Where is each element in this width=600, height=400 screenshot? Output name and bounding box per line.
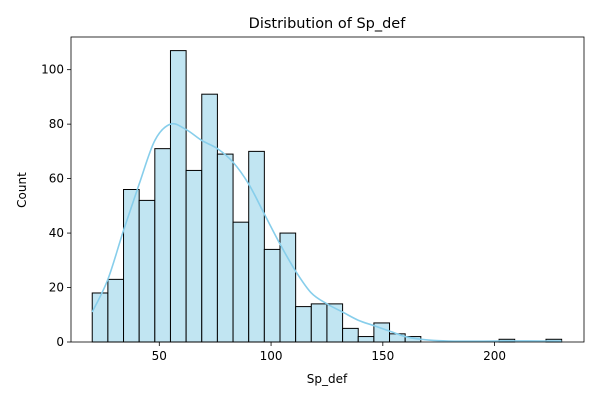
histogram-bar [201, 93, 218, 343]
x-tick-label: 200 [483, 349, 506, 363]
histogram-bar [107, 278, 125, 343]
histogram-bars [91, 50, 563, 343]
histogram-bar [216, 153, 234, 343]
histogram-bar [342, 327, 359, 343]
histogram-bar [185, 169, 203, 343]
y-tick-label: 100 [41, 63, 64, 77]
histogram-bar [248, 150, 265, 343]
y-tick-label: 80 [49, 117, 64, 131]
y-axis-label: Count [15, 172, 29, 208]
histogram-bar [138, 199, 156, 343]
x-tick-label: 100 [260, 349, 283, 363]
histogram-bar [263, 248, 281, 343]
histogram-bar [310, 303, 328, 343]
histogram-bar [326, 303, 344, 343]
histogram-bar [295, 306, 312, 343]
x-axis-label: Sp_def [307, 372, 348, 386]
x-tick-label: 150 [371, 349, 394, 363]
histogram-bar [169, 50, 187, 343]
kde-curve [91, 122, 562, 343]
histogram-bar [154, 148, 171, 343]
y-tick-label: 20 [49, 281, 64, 295]
plot-frame [70, 36, 585, 343]
x-tick-label: 50 [152, 349, 167, 363]
axes [70, 36, 585, 343]
y-axis-ticks: 0 20 40 60 80 100 [41, 63, 71, 349]
y-tick-label: 40 [49, 226, 64, 240]
histogram-bar [232, 221, 250, 343]
x-axis-ticks: 50 100 150 200 [152, 342, 506, 363]
y-tick-label: 60 [49, 172, 64, 186]
chart-title: Distribution of Sp_def [249, 16, 407, 32]
histogram-bar [91, 292, 109, 343]
y-tick-label: 0 [56, 335, 64, 349]
histogram-bar [357, 336, 375, 343]
histogram-bar [123, 189, 140, 343]
